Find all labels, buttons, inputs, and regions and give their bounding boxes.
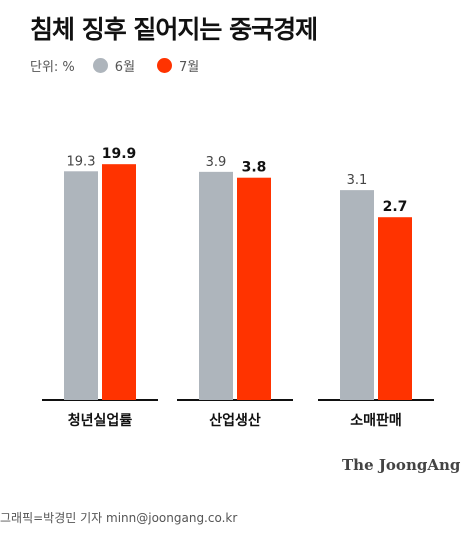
legend-swatch-july [157,57,173,73]
value-label-0-1: 19.9 [102,146,137,162]
credit-line: 그래픽=박경민 기자 minn@joongang.co.kr [0,511,238,525]
category-label-1: 산업생산 [209,412,261,429]
bar-1-0 [199,171,233,400]
bar-2-0 [340,190,374,400]
legend-swatch-june [92,57,108,73]
bar-0-1 [102,164,136,400]
legend: 단위: % 6월 7월 [30,56,221,75]
value-label-2-1: 2.7 [383,199,408,215]
legend-label-july: 7월 [179,59,200,75]
legend-item-june: 6월 [92,56,136,75]
value-label-2-0: 3.1 [347,173,368,188]
value-label-0-0: 19.3 [67,154,96,169]
chart-title: 침체 징후 짙어지는 중국경제 [30,15,318,44]
bar-2-1 [378,217,412,400]
unit-label: 단위: % [30,59,75,75]
brand-logo: The JoongAng [342,456,461,474]
value-label-1-0: 3.9 [206,155,227,170]
category-label-0: 청년실업률 [68,412,133,429]
bar-0-0 [64,171,98,400]
value-label-1-1: 3.8 [242,160,267,176]
legend-item-july: 7월 [157,56,199,75]
category-label-2: 소매판매 [350,413,402,429]
bar-1-1 [237,177,271,400]
legend-label-june: 6월 [114,59,136,75]
